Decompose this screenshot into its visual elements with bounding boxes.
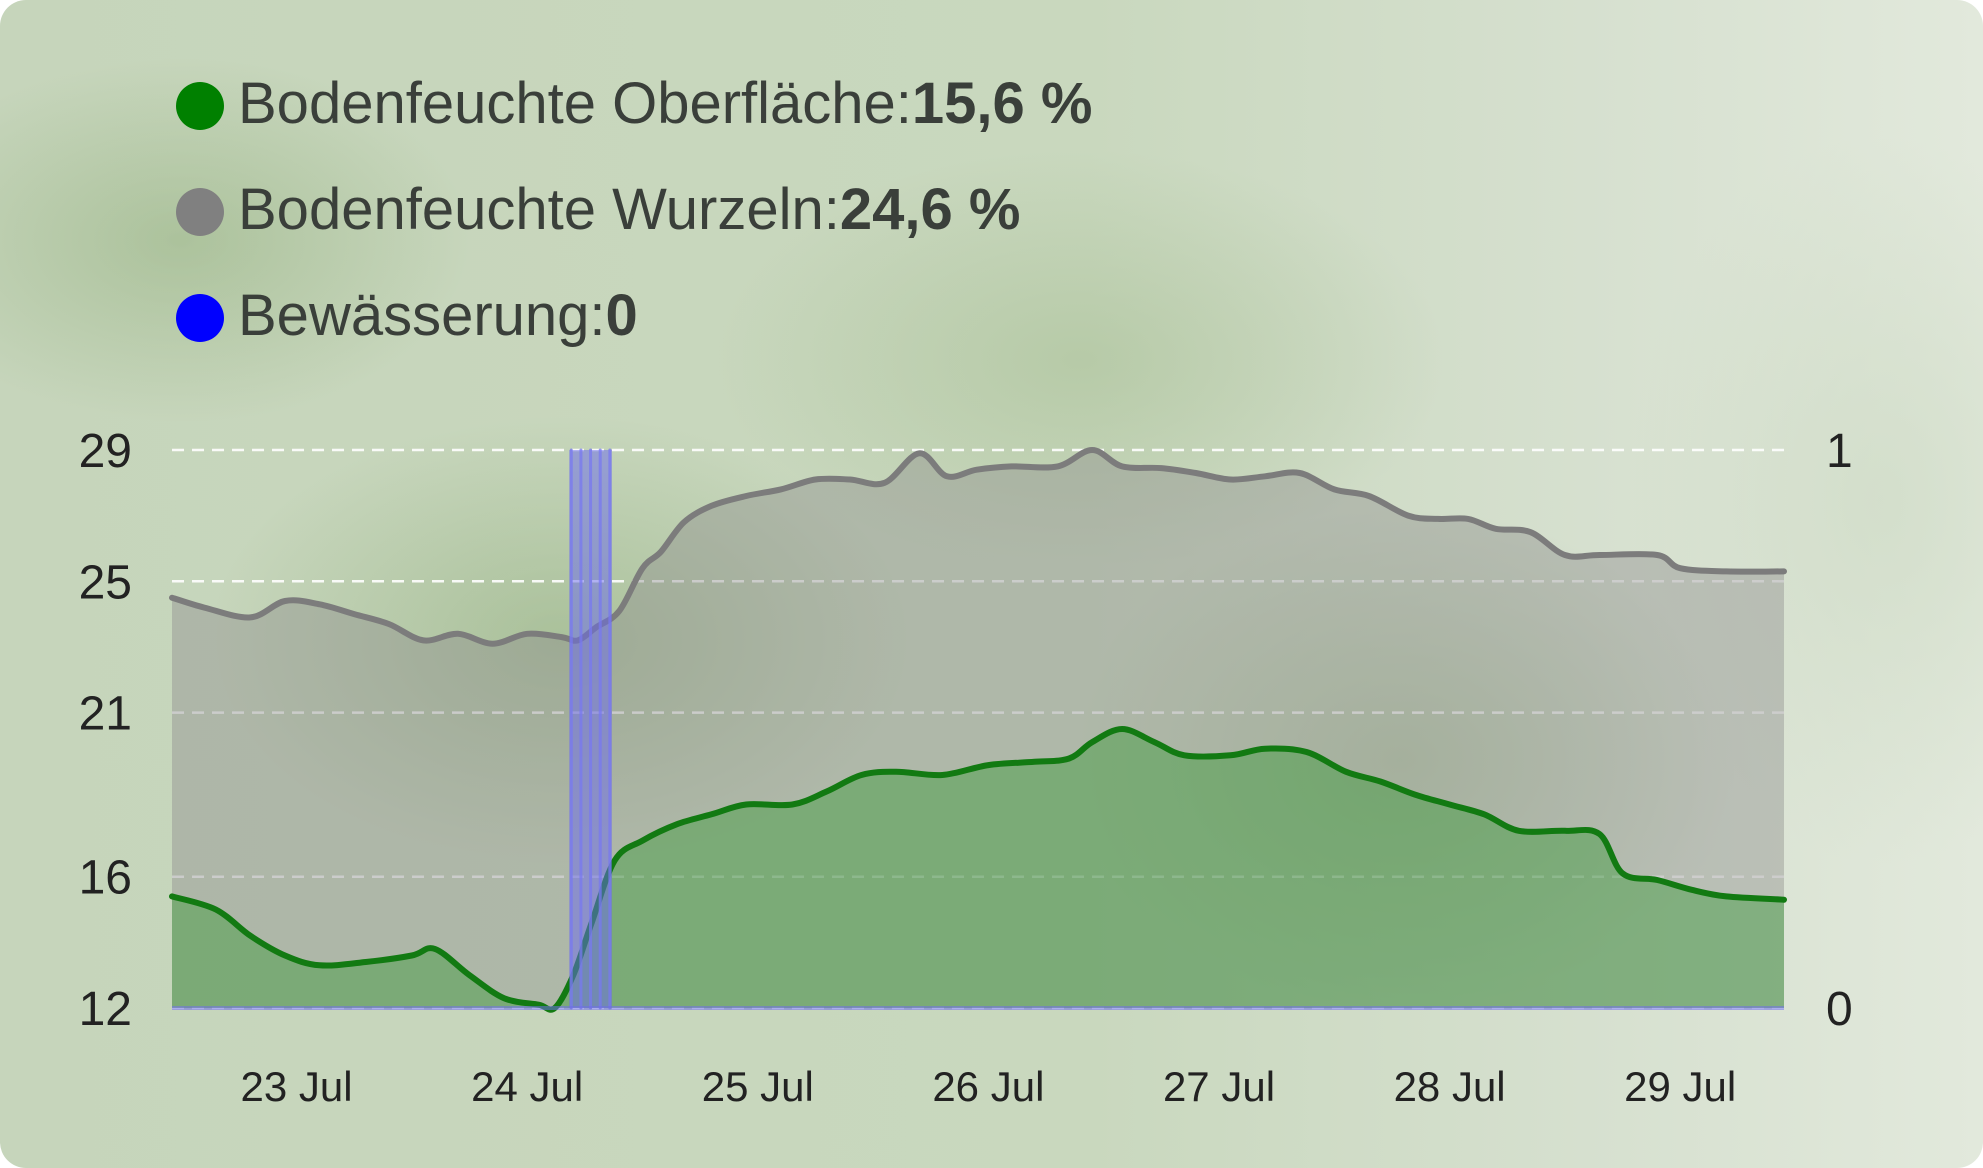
y-tick-label: 16 [79,852,132,905]
series-area [172,729,1784,1010]
series-line [169,447,1787,647]
x-tick-label: 26 Jul [932,1063,1044,1110]
x-tick-label: 25 Jul [702,1063,814,1110]
legend-item-irrigation[interactable]: Bewässerung: 0 [176,274,1093,380]
y2-tick-label: 0 [1826,983,1853,1036]
x-tick-label: 29 Jul [1624,1063,1736,1110]
y2-tick-label: 1 [1826,425,1853,478]
legend-label-root: Bodenfeuchte Wurzeln: [238,177,840,242]
legend-item-surface-moisture[interactable]: Bodenfeuchte Oberfläche: 15,6 % [176,62,1093,168]
y-tick-label: 21 [79,688,132,741]
legend-item-root-moisture[interactable]: Bodenfeuchte Wurzeln: 24,6 % [176,168,1093,274]
x-tick-label: 27 Jul [1163,1063,1275,1110]
legend-label-irrigation: Bewässerung: [238,283,606,348]
y-tick-label: 12 [79,983,132,1036]
legend-value-root: 24,6 % [839,177,1021,242]
legend-label-surface: Bodenfeuchte Oberfläche: [238,71,912,136]
x-tick-label: 23 Jul [240,1063,352,1110]
series-line [169,726,1787,1013]
y-tick-label: 29 [79,425,132,478]
legend-value-surface: 15,6 % [911,71,1093,136]
x-tick-label: 24 Jul [471,1063,583,1110]
legend-dot-root [176,188,224,236]
legend-dot-surface [176,82,224,130]
legend-dot-irrigation [176,294,224,342]
legend-value-irrigation: 0 [605,283,638,348]
x-tick-label: 28 Jul [1394,1063,1506,1110]
legend: Bodenfeuchte Oberfläche: 15,6 % Bodenfeu… [176,62,1093,380]
y-tick-label: 25 [79,556,132,609]
